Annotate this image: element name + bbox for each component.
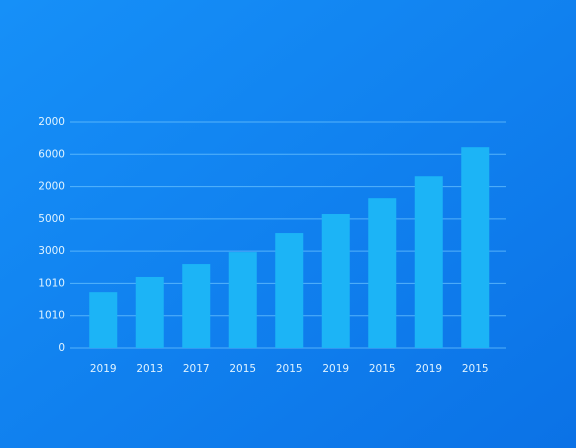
y-tick-label: 3000 [38, 245, 65, 257]
x-tick-label: 2019 [322, 363, 349, 375]
y-tick-label: 5000 [38, 213, 65, 225]
bar [368, 198, 397, 348]
x-tick-label: 2019 [90, 363, 117, 375]
bar [89, 292, 118, 348]
bar [182, 264, 211, 348]
bar [461, 147, 490, 348]
x-tick-label: 2017 [183, 363, 210, 375]
y-tick-label: 2000 [38, 116, 65, 128]
y-tick-label: 0 [58, 342, 65, 354]
bar [228, 252, 257, 348]
bar [414, 176, 443, 348]
y-tick-label: 2000 [38, 181, 65, 193]
bar [321, 214, 350, 348]
y-tick-label: 6000 [38, 148, 65, 160]
x-tick-label: 2013 [136, 363, 163, 375]
y-tick-label: 1010 [38, 277, 65, 289]
x-tick-label: 2019 [415, 363, 442, 375]
bar [275, 233, 304, 348]
y-tick-label: 1010 [38, 310, 65, 322]
x-tick-label: 2015 [276, 363, 303, 375]
x-tick-label: 2015 [462, 363, 489, 375]
x-tick-label: 2015 [369, 363, 396, 375]
bar [135, 276, 164, 348]
x-tick-label: 2015 [229, 363, 256, 375]
